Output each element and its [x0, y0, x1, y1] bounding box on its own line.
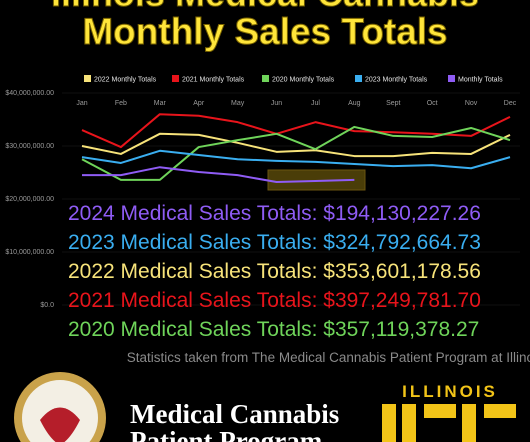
x-tick-label: Feb [115, 100, 127, 107]
legend-label: 2021 Monthly Totals [182, 77, 245, 84]
plot-area: $0.0 $10,000,000.00 $20,000,000.00 $30,000,… [5, 75, 520, 309]
series-line [81, 113, 511, 149]
sales-total: 2023 Medical Sales Totals: $324,792,664.… [68, 231, 481, 254]
x-tick-label: May [231, 100, 245, 107]
chart-title: Illinois Medical Cannabis [51, 0, 479, 14]
series-line [81, 132, 511, 158]
y-tick-label: $0.0 [40, 302, 54, 309]
legend-swatch [262, 75, 269, 82]
logo-bar [382, 404, 396, 442]
series-line [82, 166, 355, 184]
annotations: 2024 Medical Sales Totals: $194,130,227.… [68, 202, 481, 341]
illinois-logo: ILLINOIS [370, 375, 530, 442]
x-tick-label: Jul [311, 100, 320, 107]
legend-label: 2020 Monthly Totals [272, 77, 335, 84]
legend-swatch [172, 75, 179, 82]
legend-swatch [84, 75, 91, 82]
legend-label: 2023 Monthly Totals [365, 77, 428, 84]
program-line-1: Medical Cannabis [130, 399, 339, 429]
x-tick-label: Jun [271, 100, 282, 107]
logo-text: ILLINOIS [402, 382, 498, 401]
logo-bar [402, 404, 416, 442]
x-tick-label: Oct [427, 100, 438, 107]
source-note: Statistics taken from The Medical Cannab… [127, 350, 530, 365]
sales-total: 2020 Medical Sales Totals: $357,119,378.… [68, 318, 479, 341]
chart-subtitle: Monthly Sales Totals [82, 11, 447, 52]
y-tick-label: $40,000,000.00 [5, 90, 54, 97]
y-tick-label: $10,000,000.00 [5, 249, 54, 256]
x-tick-label: Apr [193, 100, 205, 107]
x-tick-label: Nov [465, 100, 478, 107]
legend-label: Monthly Totals [458, 77, 503, 84]
legend-label: 2022 Monthly Totals [94, 77, 157, 84]
series-line [81, 125, 511, 181]
x-tick-label: Mar [154, 100, 167, 107]
seal-eagle [40, 407, 80, 442]
sales-total: 2024 Medical Sales Totals: $194,130,227.… [68, 202, 481, 225]
state-seal [14, 372, 106, 442]
logo-bar [462, 404, 476, 442]
sales-total: 2021 Medical Sales Totals: $397,249,781.… [68, 289, 481, 312]
x-tick-label: Aug [348, 100, 361, 107]
x-tick-label: Sept [386, 100, 400, 107]
sales-total: 2022 Medical Sales Totals: $353,601,178.… [68, 260, 481, 283]
x-tick-label: Jan [76, 100, 87, 107]
y-tick-label: $20,000,000.00 [5, 196, 54, 203]
legend-swatch [355, 75, 362, 82]
y-tick-label: $30,000,000.00 [5, 143, 54, 150]
series-line [81, 149, 511, 170]
legend-swatch [448, 75, 455, 82]
program-line-2: Patient Program [130, 426, 323, 442]
logo-bar [424, 404, 456, 418]
logo-bar [484, 404, 516, 418]
x-tick-label: Dec [504, 100, 517, 107]
